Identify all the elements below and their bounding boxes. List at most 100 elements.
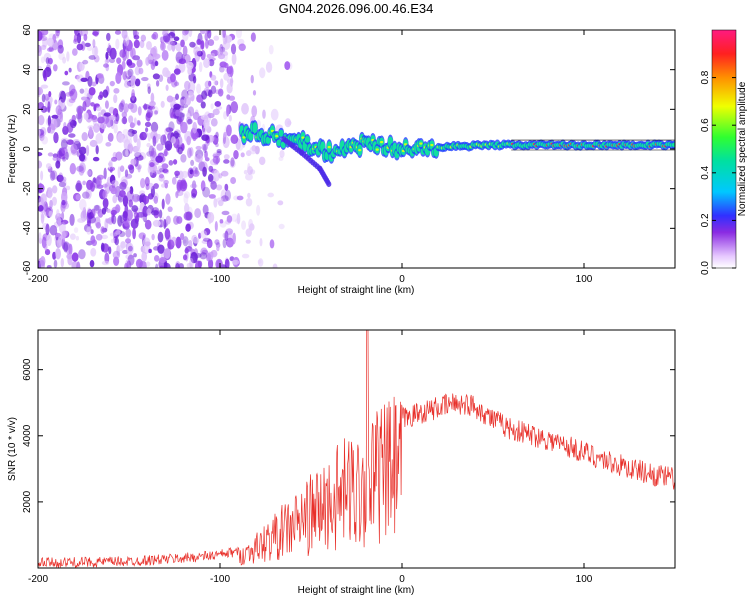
heat-cell (142, 131, 149, 138)
heat-cell (115, 230, 121, 235)
heat-cell (232, 232, 236, 245)
heat-cell (73, 34, 78, 43)
heat-cell (145, 261, 151, 267)
heat-cell (44, 93, 50, 101)
heat-cell (259, 67, 266, 79)
heat-cell (213, 80, 218, 86)
heat-cell (86, 226, 92, 235)
heat-cell (82, 59, 89, 65)
heat-cell (223, 159, 230, 164)
heat-cell (156, 143, 164, 151)
heat-cell (68, 67, 72, 73)
heat-cell (151, 233, 155, 241)
band-cell (278, 129, 284, 137)
heat-cell (117, 245, 124, 252)
heat-cell (38, 232, 42, 243)
heat-cell (221, 170, 229, 177)
heat-cell (55, 30, 61, 37)
heat-cell (91, 208, 96, 218)
heat-cell (53, 64, 58, 72)
heat-cell (90, 229, 94, 234)
heat-cell (153, 170, 162, 175)
heat-cell (92, 114, 97, 127)
heat-cell (123, 81, 131, 88)
heat-cell (69, 163, 77, 175)
heat-cell (229, 65, 234, 78)
heat-cell (144, 219, 152, 230)
heat-cell (222, 33, 228, 45)
heat-cell (245, 197, 253, 207)
heat-cell (252, 90, 257, 96)
heat-cell (91, 81, 97, 87)
heat-cell (92, 31, 99, 36)
heat-cell (84, 87, 89, 99)
heat-cell (70, 143, 78, 154)
heat-cell (55, 105, 62, 116)
heat-cell (38, 152, 43, 157)
heat-cell (204, 150, 208, 160)
heat-cell (216, 149, 222, 154)
heat-cell (130, 218, 139, 229)
heat-cell (218, 173, 223, 179)
heat-cell (76, 165, 84, 172)
heat-cell (56, 209, 60, 217)
y-tick-label: -40 (22, 221, 33, 236)
heat-cell (199, 252, 208, 260)
heat-cell (80, 30, 89, 37)
heat-cell (231, 259, 240, 265)
heat-cell (61, 81, 70, 86)
heat-cell (166, 95, 174, 103)
heat-cell (208, 89, 213, 98)
heat-cell (123, 211, 128, 219)
heat-cell (101, 207, 107, 215)
heat-cell (48, 90, 52, 98)
heat-cell (75, 235, 80, 241)
heat-cell (38, 86, 41, 98)
heat-cell (222, 238, 227, 249)
heat-cell (205, 38, 209, 49)
heat-cell (259, 237, 263, 247)
heat-cell (86, 212, 92, 224)
heat-cell (113, 88, 120, 94)
heat-cell (100, 226, 105, 234)
heat-cell (52, 156, 58, 161)
heat-cell (284, 61, 291, 71)
heat-cell (95, 145, 99, 155)
heat-cell (138, 232, 146, 240)
heat-cell (230, 76, 234, 87)
colorbar-ticks: 0.0 0.2 0.4 0.6 0.8 (700, 70, 736, 275)
heat-cell (192, 111, 200, 121)
heat-cell (203, 118, 210, 130)
heat-cell (241, 103, 249, 115)
x-tick-label: 100 (576, 274, 593, 285)
heat-cell (182, 239, 187, 244)
heat-cell (179, 179, 188, 192)
heat-cell (132, 195, 140, 203)
heat-cell (82, 100, 87, 112)
heat-cell (226, 105, 230, 117)
heat-cell (164, 140, 173, 151)
heat-cell (83, 112, 89, 120)
heat-cell (127, 245, 133, 252)
heat-cell (40, 84, 49, 89)
heat-cell (179, 99, 185, 106)
heat-cell (172, 159, 178, 165)
heat-cell (230, 213, 238, 222)
heat-cell (71, 48, 78, 56)
heat-cell (173, 132, 181, 138)
snr-plot: -200 -100 0 100 2000 4000 6000 Height of strai… (7, 329, 676, 596)
heat-cell (144, 241, 151, 247)
heat-cell (226, 124, 232, 137)
heat-cell (109, 58, 116, 64)
heat-cell (205, 252, 211, 262)
heat-cell (88, 86, 96, 96)
heat-cell (157, 244, 165, 254)
heat-cell (140, 34, 147, 42)
heat-cell (60, 191, 68, 203)
heat-cell (180, 121, 188, 134)
heat-cell (146, 142, 151, 148)
heat-cell (136, 211, 145, 218)
heat-cell (155, 80, 160, 87)
heat-cell (183, 211, 192, 221)
heat-cell (129, 186, 134, 195)
